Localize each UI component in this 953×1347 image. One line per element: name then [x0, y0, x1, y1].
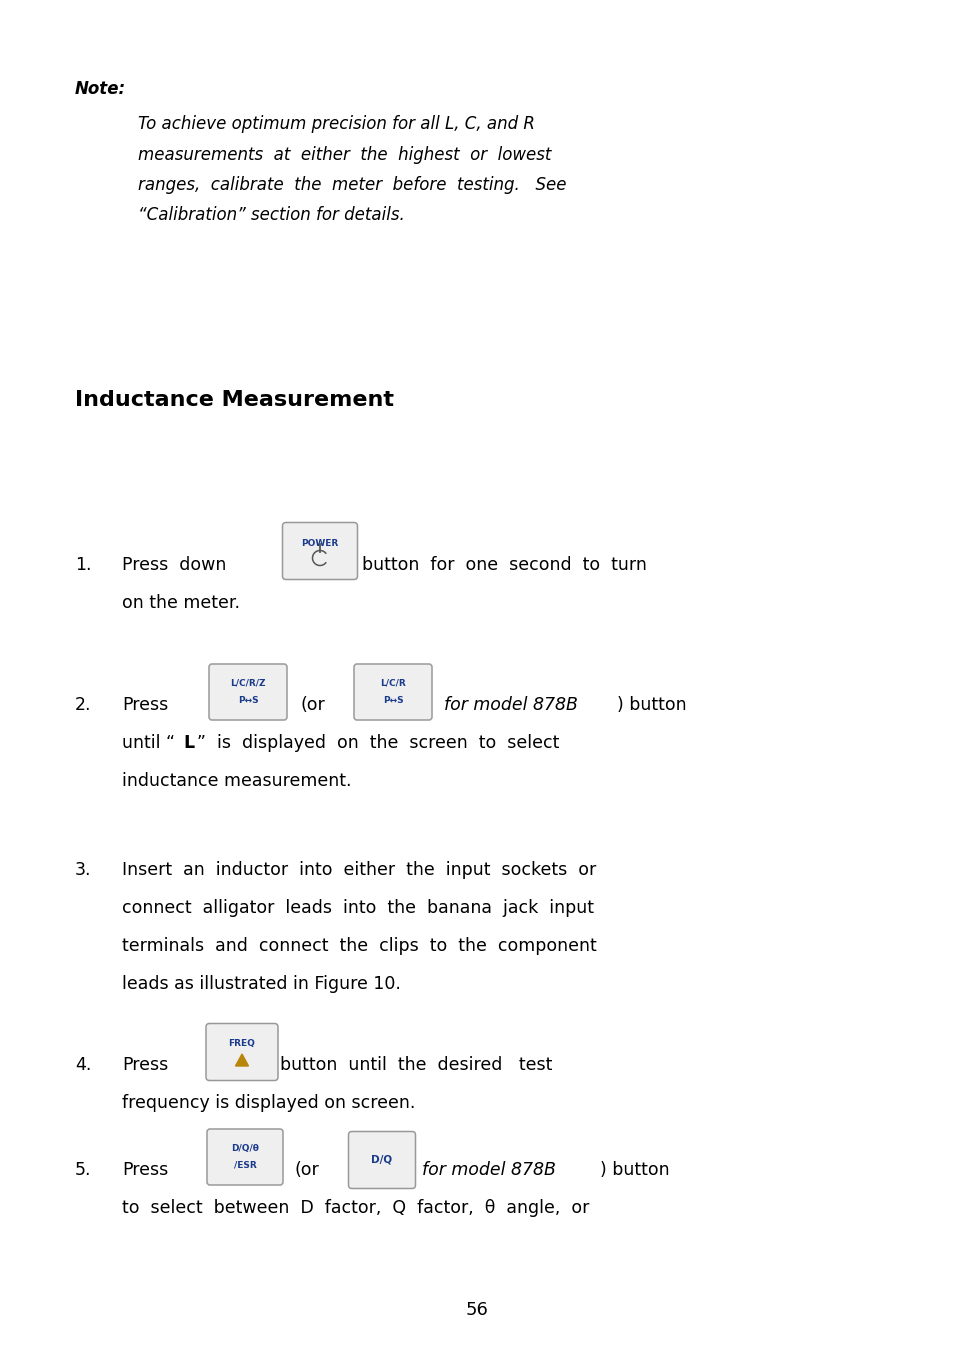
- Text: 3.: 3.: [75, 861, 91, 880]
- Text: 56: 56: [465, 1301, 488, 1319]
- FancyBboxPatch shape: [354, 664, 432, 721]
- Text: ) button: ) button: [599, 1161, 669, 1179]
- FancyBboxPatch shape: [348, 1131, 416, 1188]
- Text: on the meter.: on the meter.: [122, 594, 240, 612]
- Text: frequency is displayed on screen.: frequency is displayed on screen.: [122, 1094, 415, 1113]
- Text: for model 878B: for model 878B: [421, 1161, 556, 1179]
- Text: (or: (or: [299, 696, 324, 714]
- Text: P↔S: P↔S: [382, 696, 403, 704]
- Text: FREQ: FREQ: [229, 1039, 255, 1048]
- Text: connect  alligator  leads  into  the  banana  jack  input: connect alligator leads into the banana …: [122, 898, 594, 917]
- Text: terminals  and  connect  the  clips  to  the  component: terminals and connect the clips to the c…: [122, 938, 597, 955]
- Text: L/C/R/Z: L/C/R/Z: [230, 679, 266, 688]
- FancyBboxPatch shape: [207, 1129, 283, 1185]
- Text: Press  down: Press down: [122, 556, 226, 574]
- Text: /ESR: /ESR: [233, 1161, 256, 1171]
- Text: ranges,  calibrate  the  meter  before  testing.   See: ranges, calibrate the meter before testi…: [138, 176, 566, 194]
- FancyBboxPatch shape: [206, 1024, 277, 1080]
- Text: leads as illustrated in Figure 10.: leads as illustrated in Figure 10.: [122, 975, 400, 993]
- Text: “Calibration” section for details.: “Calibration” section for details.: [138, 206, 404, 225]
- Text: button  for  one  second  to  turn: button for one second to turn: [361, 556, 646, 574]
- Polygon shape: [235, 1053, 248, 1065]
- Text: to  select  between  D  factor,  Q  factor,  θ  angle,  or: to select between D factor, Q factor, θ …: [122, 1199, 589, 1216]
- Text: Press: Press: [122, 1056, 168, 1074]
- Text: 2.: 2.: [75, 696, 91, 714]
- Text: P↔S: P↔S: [237, 696, 258, 704]
- Text: Press: Press: [122, 696, 168, 714]
- Text: D/Q/θ: D/Q/θ: [231, 1144, 258, 1153]
- Text: inductance measurement.: inductance measurement.: [122, 772, 351, 789]
- FancyBboxPatch shape: [209, 664, 287, 721]
- Text: Press: Press: [122, 1161, 168, 1179]
- Text: Note:: Note:: [75, 79, 126, 98]
- FancyBboxPatch shape: [282, 523, 357, 579]
- Text: Inductance Measurement: Inductance Measurement: [75, 391, 394, 409]
- Text: measurements  at  either  the  highest  or  lowest: measurements at either the highest or lo…: [138, 145, 551, 163]
- Text: L/C/R: L/C/R: [379, 679, 405, 688]
- Text: D/Q: D/Q: [371, 1154, 392, 1165]
- Text: Insert  an  inductor  into  either  the  input  sockets  or: Insert an inductor into either the input…: [122, 861, 596, 880]
- Text: until “: until “: [122, 734, 174, 752]
- Text: 5.: 5.: [75, 1161, 91, 1179]
- Text: ”  is  displayed  on  the  screen  to  select: ” is displayed on the screen to select: [196, 734, 558, 752]
- Text: for model 878B: for model 878B: [443, 696, 578, 714]
- Text: 1.: 1.: [75, 556, 91, 574]
- Text: 4.: 4.: [75, 1056, 91, 1074]
- Text: (or: (or: [294, 1161, 319, 1179]
- Text: L: L: [183, 734, 193, 752]
- Text: ) button: ) button: [617, 696, 686, 714]
- Text: button  until  the  desired   test: button until the desired test: [280, 1056, 552, 1074]
- Text: To achieve optimum precision for all L, C, and R: To achieve optimum precision for all L, …: [138, 114, 535, 133]
- Text: POWER: POWER: [301, 539, 338, 547]
